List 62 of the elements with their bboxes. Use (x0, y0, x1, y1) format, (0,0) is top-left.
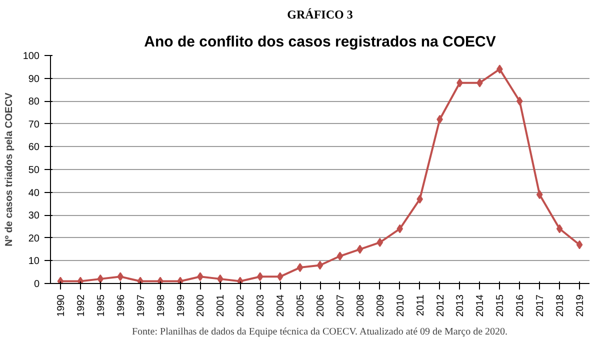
x-tick-label: 1997 (136, 294, 147, 317)
x-tick-label: 2006 (316, 294, 326, 317)
y-tick-label: 100 (22, 51, 40, 62)
x-tick-label: 1996 (116, 294, 127, 317)
x-tick-label: 2017 (535, 294, 546, 317)
point (276, 272, 284, 282)
y-tick-label: 0 (34, 279, 40, 290)
point (157, 276, 164, 284)
x-tick-label: 2019 (575, 294, 586, 317)
x-tick-label: 2002 (236, 294, 247, 317)
y-tick-label: 20 (28, 233, 40, 244)
point (137, 276, 144, 284)
x-tick-label: 1990 (56, 294, 67, 317)
point (316, 260, 324, 270)
point (336, 252, 344, 261)
point (356, 244, 364, 254)
x-tick-label: 2010 (395, 294, 406, 317)
y-tick-label: 40 (28, 188, 40, 199)
x-tick-label: 2005 (296, 294, 307, 317)
point (556, 224, 563, 234)
point (97, 274, 104, 284)
y-axis-title: Nº de casos triados pela COECV (4, 92, 15, 246)
point (256, 272, 264, 282)
x-tick-label: 2008 (355, 294, 366, 317)
x-tick-label: 2007 (335, 294, 346, 317)
x-tick-label: 2009 (375, 294, 386, 317)
point (177, 276, 184, 284)
point (77, 276, 84, 284)
point (57, 276, 64, 284)
y-tick-label: 50 (28, 165, 40, 176)
point (516, 96, 523, 106)
x-tick-label: 1998 (156, 294, 167, 317)
x-tick-label: 1999 (176, 294, 187, 317)
x-tick-label: 2004 (276, 294, 287, 317)
x-tick-label: 2016 (515, 294, 526, 317)
y-tick-label: 80 (28, 96, 40, 108)
x-tick-label: 2012 (435, 294, 446, 317)
x-tick-label: 2013 (455, 294, 466, 317)
point (536, 190, 543, 200)
y-tick-label: 90 (28, 74, 40, 85)
y-tick-label: 30 (28, 210, 40, 222)
point (117, 272, 124, 282)
y-tick-label: 10 (28, 256, 40, 268)
chart-title: Ano de conflito dos casos registrados na COECV (144, 34, 496, 50)
y-tick-label: 60 (28, 142, 40, 154)
x-tick-label: 2000 (196, 294, 207, 317)
x-tick-label: 2011 (415, 294, 426, 316)
text: GRÁFICO 3 (287, 8, 353, 22)
point (236, 276, 244, 284)
point (296, 263, 304, 272)
point (376, 238, 384, 247)
y-tick-label: 70 (28, 119, 40, 130)
x-tick-label: 2018 (555, 294, 566, 317)
x-tick-label: 2014 (475, 294, 486, 317)
x-tick-label: 1995 (96, 294, 107, 317)
x-tick-label: 2015 (495, 294, 506, 317)
x-tick-label: 2003 (256, 294, 267, 317)
x-tick-label: 2001 (216, 294, 227, 317)
source-note: Fonte: Planilhas de dados da Equipe técnica da COECV. Atualizado até 09 de Março de 2020. (132, 326, 508, 338)
point (396, 224, 404, 234)
x-tick-label: 1992 (76, 294, 87, 317)
point (576, 240, 583, 250)
